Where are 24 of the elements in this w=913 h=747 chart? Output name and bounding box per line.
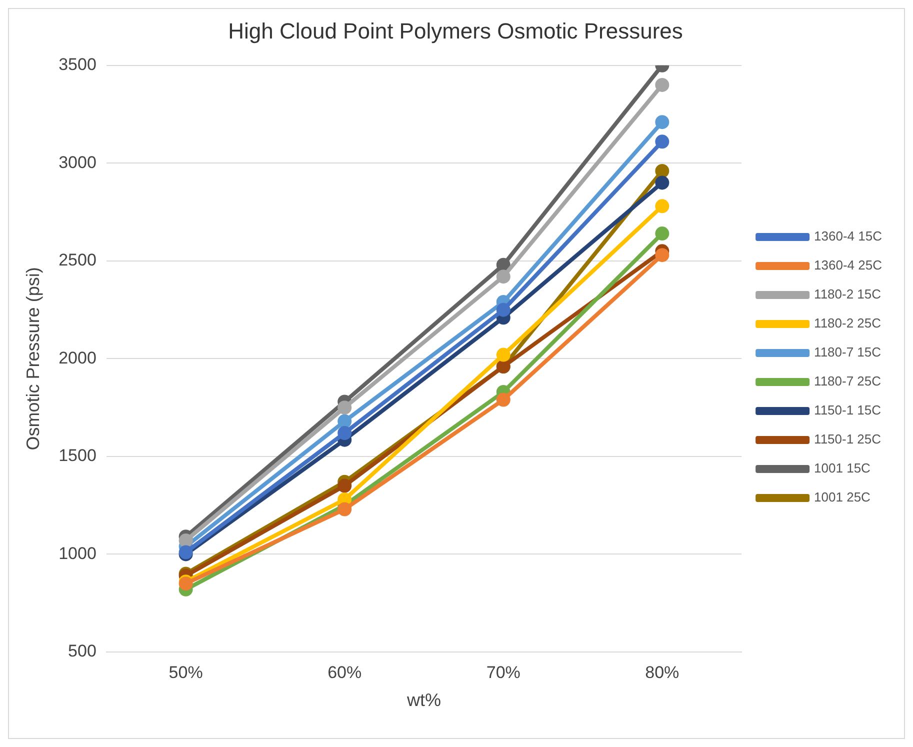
legend-label: 1001 25C <box>814 490 870 505</box>
legend-label: 1360-4 15C <box>814 228 882 244</box>
x-axis-title: wt% <box>406 690 441 710</box>
y-axis-title: Osmotic Pressure (psi) <box>22 267 43 450</box>
legend-label: 1180-7 25C <box>814 374 882 389</box>
x-tick-label: 80% <box>645 662 680 682</box>
y-tick-label: 2500 <box>58 250 96 270</box>
y-tick-label: 1500 <box>58 446 96 466</box>
legend-label: 1180-2 25C <box>814 316 882 331</box>
legend-label: 1150-1 25C <box>814 432 882 447</box>
legend-label: 1001 15C <box>814 460 870 476</box>
chart-title: High Cloud Point Polymers Osmotic Pressures <box>228 18 683 44</box>
x-tick-label: 70% <box>486 662 520 682</box>
y-tick-label: 2000 <box>58 348 96 368</box>
y-tick-label: 1000 <box>58 544 96 563</box>
legend-label: 1150-1 15C <box>814 402 882 418</box>
y-tick-label: 500 <box>68 642 96 661</box>
legend-label: 1180-7 15C <box>814 344 882 360</box>
x-tick-label: 60% <box>328 662 362 682</box>
y-tick-label: 3000 <box>58 152 96 172</box>
y-tick-label: 3500 <box>58 55 96 74</box>
x-tick-label: 50% <box>168 662 203 682</box>
legend-label: 1360-4 25C <box>814 258 882 273</box>
legend-label: 1180-2 15C <box>814 286 882 302</box>
